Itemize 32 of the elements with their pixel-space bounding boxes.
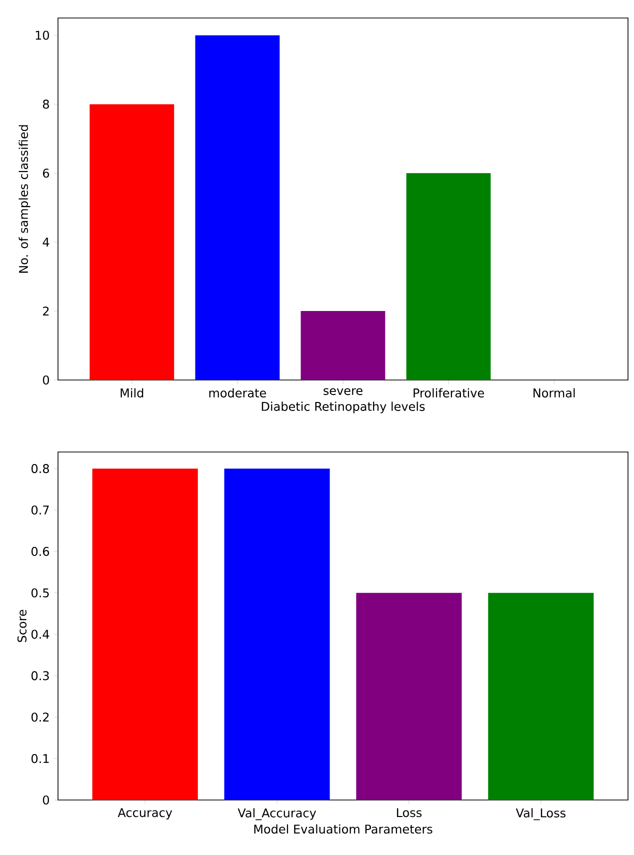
y-tick-label: 10 <box>36 30 49 40</box>
bar <box>300 311 386 380</box>
x-tick-label: Accuracy <box>118 808 172 820</box>
y-axis-title: Score <box>17 610 27 642</box>
x-tick-label: Proliferative <box>414 388 484 398</box>
y-tick-label: 0.3 <box>32 671 49 680</box>
x-tick-label: Normal <box>534 388 575 398</box>
y-tick-label: 0 <box>42 375 49 385</box>
y-tick-label: 0.6 <box>32 546 50 556</box>
x-axis-title: Diabetic Retinopathy levels <box>262 402 425 414</box>
bar <box>406 173 491 380</box>
y-tick-label: 0.2 <box>32 712 49 722</box>
y-axis-title: No. of samples classified <box>18 125 30 273</box>
bar <box>195 35 280 380</box>
x-tick-label: Loss <box>396 808 422 818</box>
y-tick-label: 4 <box>42 238 50 246</box>
y-tick-label: 2 <box>43 306 49 316</box>
y-tick-label: 0.4 <box>32 630 50 639</box>
y-tick-label: 0.1 <box>32 754 49 764</box>
y-tick-label: 0.5 <box>32 588 49 598</box>
y-tick-label: 0.8 <box>32 464 49 474</box>
x-axis-title: Model Evaluatiom Parameters <box>254 824 432 834</box>
x-tick-label: severe <box>324 388 362 396</box>
bar <box>90 104 174 380</box>
y-tick-label: 8 <box>42 100 49 109</box>
y-tick-label: 0.7 <box>32 505 49 515</box>
x-tick-label: Val_Loss <box>516 808 566 820</box>
x-tick-label: moderate <box>209 388 266 398</box>
x-tick-label: Val_Accuracy <box>238 808 316 820</box>
y-tick-label: 0 <box>42 795 49 805</box>
y-tick-label: 6 <box>42 168 50 178</box>
x-tick-label: Mild <box>120 388 144 398</box>
